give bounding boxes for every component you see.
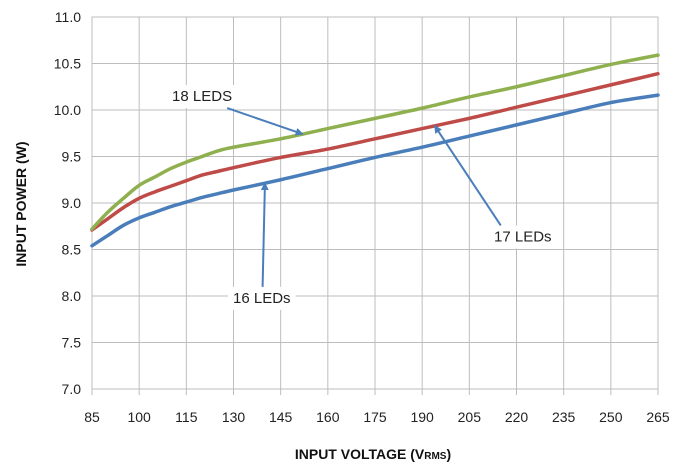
- y-tick-label: 10.5: [54, 56, 81, 72]
- y-tick-label: 9.5: [62, 149, 82, 165]
- annotation-arrow-0: [226, 107, 304, 136]
- y-tick-label: 11.0: [55, 9, 81, 25]
- x-tick-label: 115: [175, 409, 198, 425]
- annotation-label-bg-0: [167, 85, 238, 109]
- series-line-0: [90, 93, 660, 248]
- annotation-label-2: 16 LEDs: [233, 290, 291, 307]
- annotation-arrow-1: [433, 125, 502, 227]
- x-tick-label: 265: [646, 409, 670, 425]
- x-axis-title-close: ): [446, 446, 451, 462]
- x-axis-title-sub: RMS: [424, 451, 447, 462]
- tick-labels: 7.0 7.5 8.0 8.5 9.0 9.5 10.0 10.5 11.0 85 100 115 13…: [54, 9, 670, 425]
- x-axis-title: INPUT VOLTAGE (VRMS): [295, 446, 451, 462]
- series-line-1: [90, 71, 660, 232]
- y-tick-label: 7.5: [62, 335, 82, 351]
- annotation-label-bg-1: [489, 225, 557, 249]
- series-lines: [90, 53, 660, 248]
- x-tick-label: 145: [269, 409, 293, 425]
- annotation-label-1: 17 LEDs: [494, 228, 552, 245]
- x-tick-label: 130: [222, 409, 246, 425]
- x-tick-label: 100: [127, 409, 151, 425]
- y-axis-title: INPUT POWER (W): [13, 141, 29, 266]
- x-axis-title-main: INPUT VOLTAGE (V: [295, 446, 425, 462]
- annotation-label-0: 18 LEDS: [172, 88, 232, 105]
- x-tick-label: 250: [599, 409, 623, 425]
- annotation-label-bg-2: [228, 286, 296, 310]
- annotation-arrow-2: [260, 182, 269, 287]
- y-tick-label: 10.0: [54, 102, 81, 118]
- y-tick-label: 8.5: [62, 242, 82, 258]
- annotations: 18 LEDS 17 LEDs 16 LEDs: [167, 85, 557, 310]
- x-tick-label: 85: [84, 409, 100, 425]
- x-tick-label: 190: [410, 409, 434, 425]
- x-tick-label: 160: [316, 409, 340, 425]
- y-tick-label: 7.0: [62, 381, 82, 397]
- series-line-2: [90, 53, 660, 231]
- y-tick-label: 8.0: [62, 288, 82, 304]
- x-tick-label: 235: [552, 409, 576, 425]
- x-tick-label: 205: [458, 409, 482, 425]
- x-tick-label: 175: [363, 409, 387, 425]
- y-tick-label: 9.0: [62, 195, 82, 211]
- x-tick-label: 220: [505, 409, 529, 425]
